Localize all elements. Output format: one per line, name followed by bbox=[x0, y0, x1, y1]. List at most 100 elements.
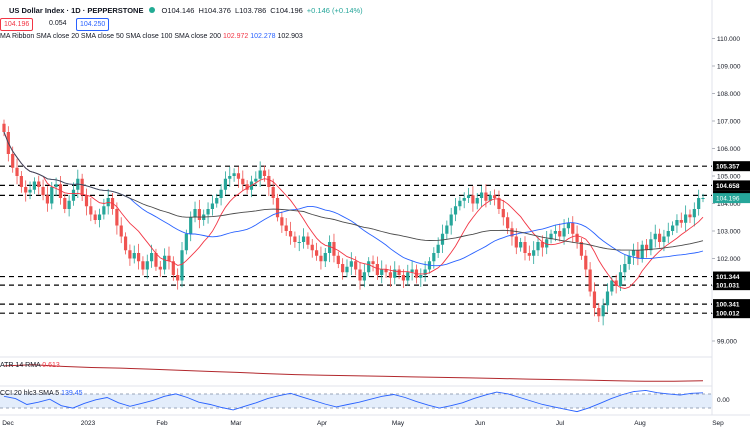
candle-body bbox=[558, 231, 562, 237]
candle-body bbox=[210, 203, 214, 209]
candle-body bbox=[445, 225, 449, 234]
atr-line bbox=[3, 364, 704, 382]
candle-body bbox=[89, 206, 93, 215]
candle-body bbox=[475, 198, 479, 204]
candle-body bbox=[614, 280, 618, 286]
y-tick-label: 103.000 bbox=[717, 229, 741, 236]
candle-body bbox=[362, 272, 366, 281]
candle-body bbox=[97, 214, 102, 220]
candle-body bbox=[180, 250, 184, 281]
candle-body bbox=[579, 242, 584, 256]
candle-body bbox=[458, 200, 462, 207]
y-tick-label: 110.000 bbox=[717, 36, 740, 43]
candle-body bbox=[262, 170, 267, 176]
candle-body bbox=[193, 209, 197, 218]
candle-body bbox=[553, 231, 557, 234]
candle-body bbox=[462, 198, 466, 201]
candle-body bbox=[297, 242, 301, 243]
candle-body bbox=[341, 264, 345, 273]
level-label-box bbox=[713, 308, 750, 319]
candle-body bbox=[523, 242, 527, 253]
cci-value: 139.45 bbox=[61, 390, 83, 397]
candle-body bbox=[319, 255, 323, 262]
candle-body bbox=[501, 209, 505, 218]
candle-body bbox=[54, 184, 58, 187]
x-tick-label: Apr bbox=[317, 420, 328, 427]
candle-body bbox=[314, 250, 319, 256]
candle-body bbox=[466, 195, 471, 198]
candle-body bbox=[41, 187, 45, 196]
y-tick-label: 107.000 bbox=[717, 119, 741, 126]
candle-body bbox=[692, 209, 696, 218]
current-price-box bbox=[713, 193, 750, 204]
candle-body bbox=[15, 167, 19, 176]
x-tick-label: Aug bbox=[634, 420, 646, 427]
candle-body bbox=[58, 184, 63, 198]
cci-label[interactable]: CCI 20 hlc3 SMA 5 bbox=[0, 390, 60, 397]
candle-body bbox=[601, 305, 605, 317]
candle-body bbox=[280, 217, 284, 226]
sma50-value: 102.278 bbox=[250, 33, 276, 40]
candle-body bbox=[367, 261, 371, 273]
level-label-box bbox=[713, 280, 750, 291]
candle-body bbox=[119, 225, 123, 237]
candle-body bbox=[510, 228, 514, 237]
sma100-line bbox=[3, 131, 704, 251]
candle-body bbox=[540, 242, 544, 248]
sell-price-button[interactable]: 104.196 bbox=[0, 18, 34, 31]
candle-body bbox=[67, 200, 71, 209]
sma20-value: 102.972 bbox=[222, 33, 249, 40]
candle-body bbox=[258, 170, 262, 179]
candle-body bbox=[649, 239, 653, 251]
candle-body bbox=[688, 214, 692, 218]
y-tick-label: 108.000 bbox=[717, 91, 741, 98]
y-tick-label: 102.000 bbox=[717, 256, 741, 263]
candle-body bbox=[410, 269, 414, 273]
candle-body bbox=[141, 261, 145, 270]
candle-body bbox=[115, 209, 119, 226]
candle-body bbox=[71, 189, 76, 201]
candle-body bbox=[566, 222, 571, 229]
candle-body bbox=[50, 187, 54, 204]
level-label-box bbox=[713, 161, 750, 172]
candle-body bbox=[301, 236, 306, 242]
candle-body bbox=[123, 236, 128, 251]
candle-body bbox=[697, 198, 701, 209]
candle-body bbox=[102, 206, 106, 215]
candle-body bbox=[488, 195, 492, 201]
candle-body bbox=[666, 231, 670, 237]
market-status-icon bbox=[149, 7, 156, 13]
candle-body bbox=[236, 173, 241, 179]
y-tick-label: 106.000 bbox=[717, 146, 741, 153]
candle-body bbox=[388, 272, 393, 278]
candle-body bbox=[610, 280, 614, 292]
candle-body bbox=[32, 181, 36, 190]
candle-body bbox=[323, 253, 327, 262]
x-tick-label: Jul bbox=[556, 420, 565, 427]
level-label: 105.357 bbox=[716, 164, 740, 171]
candle-body bbox=[93, 214, 97, 220]
level-label: 101.031 bbox=[716, 283, 740, 290]
candle-body bbox=[176, 275, 180, 281]
candle-body bbox=[562, 228, 566, 237]
y-tick-label: 105.000 bbox=[717, 174, 741, 181]
candle-body bbox=[631, 250, 636, 256]
atr-label[interactable]: ATR 14 RMA bbox=[0, 362, 41, 369]
candle-body bbox=[150, 253, 154, 262]
candle-body bbox=[245, 184, 249, 190]
ma-ribbon-label[interactable]: MA Ribbon SMA close 20 SMA close 50 SMA … bbox=[0, 33, 222, 40]
cci-legend: CCI 20 hlc3 SMA 5 139.45 bbox=[0, 390, 83, 397]
candle-body bbox=[419, 275, 423, 278]
candle-body bbox=[644, 244, 649, 251]
buy-price-button[interactable]: 104.250 bbox=[76, 18, 110, 31]
candle-body bbox=[284, 225, 288, 231]
candle-body bbox=[145, 261, 149, 270]
candle-body bbox=[215, 198, 219, 204]
candle-body bbox=[657, 233, 662, 242]
symbol-title[interactable]: US Dollar Index · 1D · PEPPERSTONE bbox=[9, 5, 144, 15]
x-tick-label: Feb bbox=[156, 420, 168, 427]
level-label: 101.344 bbox=[716, 274, 740, 281]
level-label-box bbox=[713, 299, 750, 310]
candle-body bbox=[241, 178, 245, 185]
